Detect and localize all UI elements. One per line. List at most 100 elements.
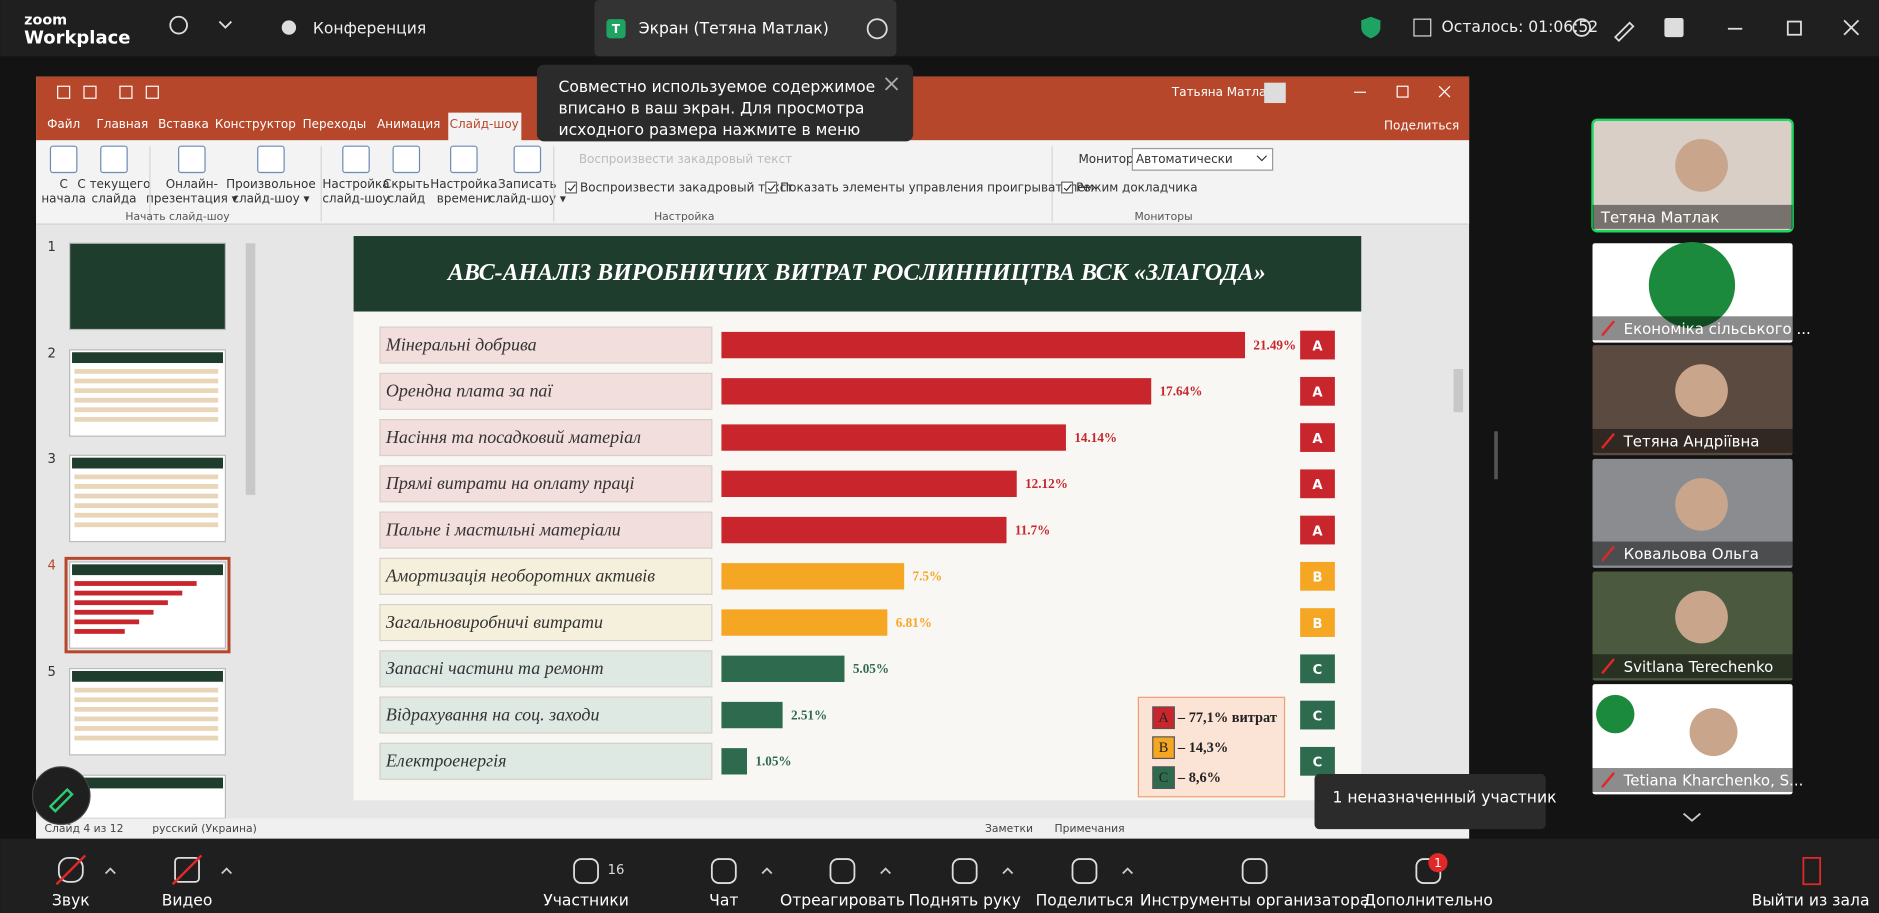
close-b [1843, 19, 1860, 36]
slide-number: 4 [47, 559, 55, 574]
maximize[interactable] [1786, 20, 1802, 36]
share-button[interactable]: Поделиться [1384, 118, 1459, 132]
status-text: Слайд 4 из 12 [44, 822, 123, 835]
ribbon-tab[interactable]: Анимация [377, 117, 440, 131]
screen-icon: T [612, 22, 621, 36]
value-label: 11.7% [1015, 522, 1050, 537]
toolbar-caret[interactable] [761, 867, 773, 875]
more-badge-bg [1428, 853, 1448, 873]
toolbar-icon[interactable] [573, 858, 599, 884]
toolbar-icon[interactable] [1071, 858, 1098, 884]
toolbar-icon[interactable] [710, 858, 737, 884]
thumb-content [74, 581, 197, 586]
share-notice [536, 64, 914, 142]
thumb-content [74, 493, 219, 499]
toolbar-label[interactable]: Инструменты организатора [1140, 892, 1370, 910]
meeting-icon [281, 20, 297, 35]
ribbon-icon[interactable] [513, 145, 542, 174]
toolbar-label[interactable]: Чат [709, 892, 738, 910]
quick-access-icon[interactable] [57, 85, 71, 99]
tab-selected [448, 112, 522, 142]
toolbar-icon[interactable] [1802, 856, 1822, 886]
class-label: C [1313, 663, 1323, 678]
toolbar-icon[interactable] [829, 858, 856, 884]
thumb-content [74, 609, 154, 615]
checkbox[interactable] [765, 181, 778, 194]
thumb-content [74, 629, 125, 634]
toolbar-caret[interactable] [221, 867, 233, 875]
toolbar-label[interactable]: Отреагировать [780, 892, 905, 910]
quick-access-icon[interactable] [83, 85, 97, 99]
screen-tab[interactable] [594, 0, 897, 57]
slide-header [353, 236, 1362, 312]
apps-icon[interactable] [1664, 17, 1684, 38]
slide-thumbnail[interactable] [69, 242, 226, 331]
toolbar-label[interactable]: Поделиться [1036, 892, 1134, 910]
ribbon-tab[interactable]: Файл [47, 117, 80, 131]
toolbar-label[interactable]: Видео [162, 892, 213, 910]
ribbon-icon[interactable] [450, 145, 478, 174]
muted-slash [171, 854, 203, 886]
thumb-scrollbar [245, 243, 256, 495]
toolbar-label[interactable]: Звук [52, 892, 90, 910]
participant-name: Ковальова Ольга [1624, 545, 1759, 563]
class-box [1300, 330, 1335, 360]
thumb-content [74, 407, 219, 413]
legend-class: B [1159, 740, 1169, 756]
value-label: 17.64% [1160, 384, 1203, 399]
ribbon-tab[interactable]: Главная [97, 117, 149, 131]
toolbar-icon[interactable] [174, 856, 200, 883]
toolbar-icon[interactable] [1241, 858, 1268, 884]
checkbox[interactable] [565, 181, 578, 194]
toolbar-caret[interactable] [104, 867, 116, 875]
ribbon-tab[interactable]: Вставка [158, 117, 209, 131]
toolbar-icon[interactable] [57, 856, 84, 883]
toolbar-label[interactable]: Выйти из зала [1752, 892, 1870, 910]
more-badge: 1 [1434, 856, 1442, 870]
quick-access-icon[interactable] [119, 85, 133, 99]
thumb-content [74, 522, 219, 528]
scroll-down[interactable] [1682, 812, 1701, 822]
category-label: Насіння та посадковий матеріал [385, 427, 641, 447]
toolbar-label[interactable]: Участники [543, 892, 629, 910]
toolbar-caret[interactable] [1002, 867, 1014, 875]
participant-name: Tetiana Kharchenko, S... [1623, 772, 1804, 790]
ribbon-icon[interactable] [342, 145, 370, 174]
ribbon-tab[interactable]: Конструктор [215, 117, 296, 131]
toolbar-label[interactable]: Дополнительно [1364, 892, 1493, 910]
top-bar [0, 0, 1879, 57]
thumb-content [74, 590, 183, 596]
checkbox[interactable] [1061, 181, 1074, 194]
category-label: Запасні частини та ремонт [386, 658, 604, 678]
ribbon-icon[interactable] [257, 145, 285, 174]
thumb-content [74, 697, 219, 703]
class-label: A [1312, 432, 1323, 447]
monitor-dropdown[interactable] [1131, 147, 1274, 171]
class-box [1300, 515, 1335, 545]
ribbon-icon[interactable] [178, 145, 206, 174]
screen-icon-bg [606, 19, 626, 39]
pencil[interactable] [48, 787, 74, 813]
face [1675, 138, 1728, 192]
ribbon-icon[interactable] [392, 145, 421, 174]
zoom-logo: zoom [24, 12, 67, 28]
toolbar-label[interactable]: Поднять руку [908, 892, 1020, 910]
resize-handle [1494, 431, 1498, 480]
timer-info [1572, 18, 1592, 37]
checkbox-label: Показать элементы управления проигрывате… [780, 181, 1094, 195]
category-box [379, 696, 713, 734]
class-label: B [1313, 617, 1323, 632]
category-label: Амортизація необоротних активів [385, 566, 655, 586]
ribbon-tab[interactable]: Слайд-шоу [450, 117, 519, 131]
toolbar-icon[interactable] [951, 858, 978, 884]
toolbar-caret[interactable] [1122, 867, 1134, 875]
ribbon-icon[interactable] [100, 145, 128, 174]
toolbar-caret[interactable] [880, 867, 892, 875]
quick-access-icon[interactable] [145, 85, 159, 99]
muted-mic [1601, 320, 1615, 337]
meeting-button[interactable]: Конференция [313, 19, 426, 37]
annotate-icon[interactable] [1613, 21, 1635, 43]
ribbon-tab[interactable]: Переходы [303, 117, 366, 131]
ribbon-icon[interactable] [49, 145, 78, 174]
